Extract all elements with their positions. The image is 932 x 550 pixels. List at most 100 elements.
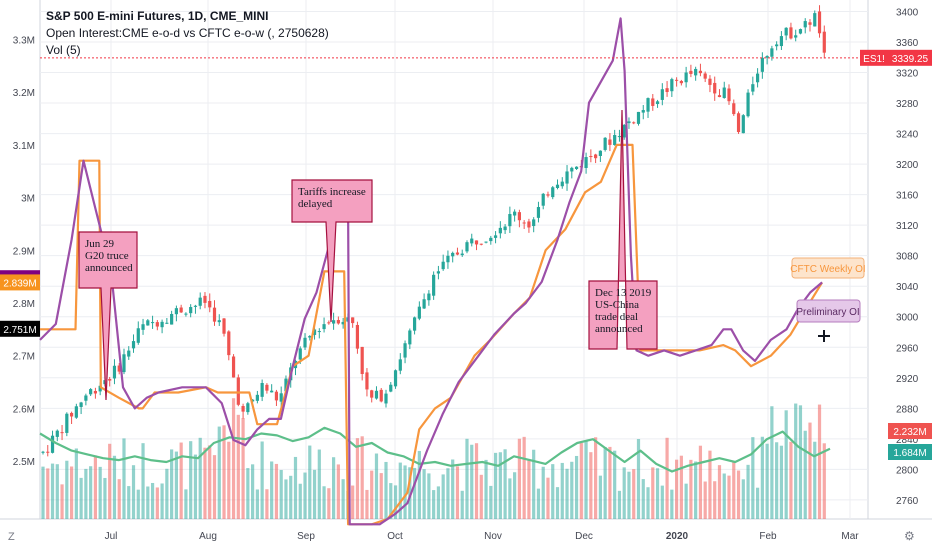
volume-bar [655,468,660,519]
volume-bar [122,438,126,519]
candle-body [374,390,379,399]
candle-body [46,451,50,453]
volume-bar [112,455,117,519]
volume-bar [679,455,683,519]
candle-body [732,103,736,115]
candle-body [117,365,121,372]
candle-body [246,403,250,413]
volume-bar [103,477,107,519]
candle-body [532,219,536,227]
right-axis-tick-label: 2840 [896,435,919,446]
time-axis-tick-label: Nov [484,531,502,542]
volume-bar [289,475,293,519]
volume-bar [570,461,574,519]
candle-body [513,211,517,216]
volume-bar [79,477,83,519]
candle-body [241,406,245,412]
candle-body [675,79,679,81]
volume-bar [436,486,441,519]
right-axis-tick-label: 2880 [896,404,919,415]
candle-body [460,253,464,256]
volume-bar [646,487,650,519]
candle-body [279,393,283,402]
left-axis-tick-label: 3.1M [13,141,35,152]
volume-bar [613,450,617,519]
candle-body [298,348,302,360]
candle-body [470,238,474,244]
volume-bar [670,489,674,519]
candle-body [98,385,102,392]
callout-text: trade deal [595,311,638,323]
volume-bar [798,405,803,519]
callout-shape [291,179,373,323]
volume-bar [470,444,474,519]
candle-body [170,313,174,325]
volume-bar [108,443,112,519]
candle-body [798,29,803,34]
left-axis-tick-label: 3.3M [13,36,35,47]
legend-open-interest[interactable]: Open Interest:CME e-o-d vs CFTC e-o-w (,… [46,26,329,40]
candle-body [517,212,521,221]
volume-bar [741,479,745,519]
candle-body [436,271,441,274]
candle-body [622,124,626,138]
candle-body [65,413,69,433]
volume-bar [546,477,550,519]
candle-body [122,354,126,373]
volume-bar [336,464,340,519]
symbol-badge-label: ES1! [863,54,885,65]
volume-bar [260,441,264,519]
volume-bar [708,450,712,519]
candle-body [370,390,374,398]
time-axis-tick-label: Jul [105,531,118,542]
legend-volume[interactable]: Vol (5) [46,43,81,57]
volume-bar [727,475,731,519]
volume-bar [332,457,336,519]
legend-symbol-title[interactable]: S&P 500 E-mini Futures, 1D, CME_MINI [46,9,269,23]
volume-bar [165,468,169,519]
volume-bar [527,460,531,519]
volume-bar [136,489,140,519]
candle-body [251,399,255,402]
callout-text: US-China [595,299,639,311]
candle-body [555,184,560,189]
candles [41,5,826,457]
candle-body [432,274,436,296]
volume-bar [555,487,560,519]
candle-body [717,95,722,98]
candle-body [260,383,264,397]
volume-ma-line [39,426,831,473]
volume-bars [41,398,826,519]
volume-bar [298,483,302,519]
candle-body [527,221,531,228]
candle-body [446,255,450,263]
candle-body [355,324,360,349]
right-axis-tick-label: 3200 [896,160,919,171]
candle-body [393,370,398,387]
volume-bar [303,472,307,519]
preliminary-oi-box [796,299,861,323]
candle-body [441,261,445,270]
settings-gear-icon: ⚙ [904,529,915,543]
volume-badge [888,423,932,439]
candle-body [670,79,674,92]
candle-body [646,98,650,112]
candle-body [317,331,321,333]
candle-body [503,226,507,231]
right-axis-tick-label: 3360 [896,38,919,49]
volume-bar [293,456,298,519]
volume-bar [489,485,493,519]
candle-body [198,297,202,306]
volume-bar [117,479,121,519]
right-axis-tick-label: 2760 [896,496,919,507]
callout-shape [78,231,138,401]
candle-body [632,122,636,124]
candle-body [69,412,74,417]
candle-body [455,252,460,255]
volume-bar [236,414,240,519]
candle-body [570,167,574,172]
volume-bar [632,469,636,519]
volume-bar [179,442,183,519]
candle-body [451,252,455,257]
